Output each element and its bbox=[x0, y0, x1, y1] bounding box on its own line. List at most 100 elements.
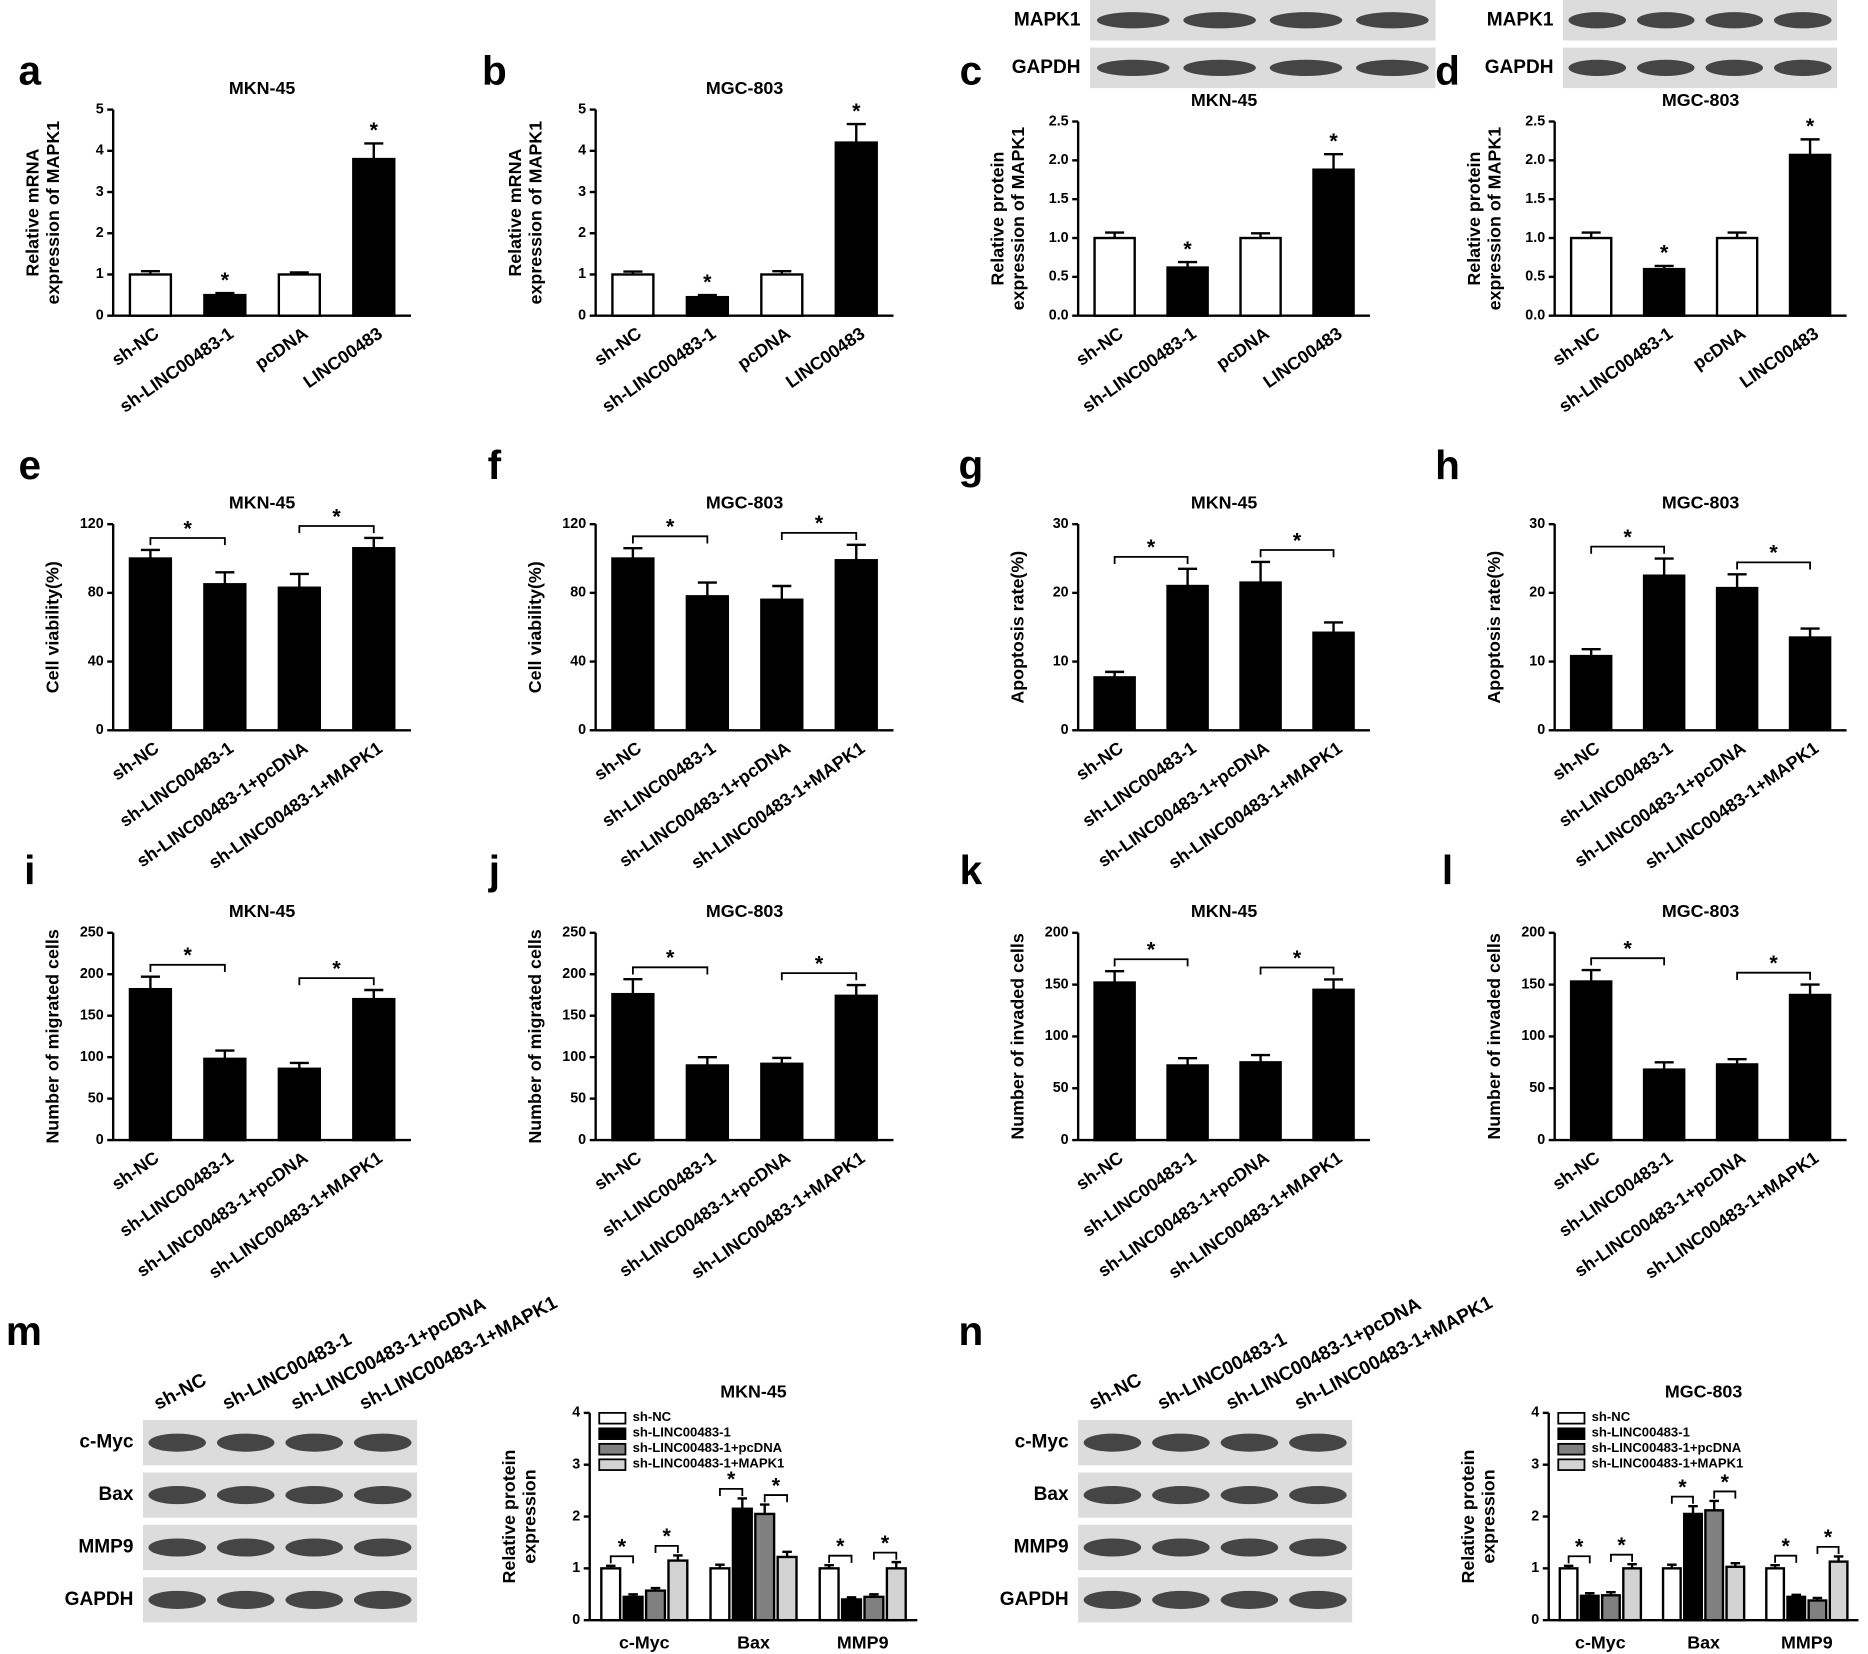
blot-band bbox=[216, 1433, 275, 1452]
y-axis-label: Relative protein bbox=[1458, 1450, 1478, 1584]
error-bar bbox=[824, 1564, 834, 1569]
x-tick-label: LINC00483 bbox=[782, 323, 868, 392]
bar bbox=[1600, 1594, 1621, 1622]
bar bbox=[1642, 267, 1686, 317]
significance-label: * bbox=[852, 99, 861, 123]
significance-bracket bbox=[873, 1551, 898, 1560]
bar bbox=[1807, 1599, 1828, 1622]
chart-title: MGC-803 bbox=[1662, 901, 1739, 921]
y-tick-label: 80 bbox=[570, 585, 586, 601]
blot-band bbox=[353, 1590, 412, 1609]
bar bbox=[1715, 1063, 1759, 1142]
y-axis-label: Number of migrated cells bbox=[525, 929, 545, 1143]
significance-label: * bbox=[1721, 1470, 1730, 1494]
blot-band bbox=[1269, 12, 1343, 29]
significance-bracket bbox=[298, 525, 375, 534]
y-tick-label: 0 bbox=[96, 1132, 104, 1148]
error-bar bbox=[1800, 138, 1820, 155]
panel-letter: i bbox=[24, 847, 35, 893]
error-bar bbox=[1178, 567, 1198, 587]
error-bar bbox=[1324, 978, 1344, 990]
legend-label: sh-LINC00483-1+pcDNA bbox=[1592, 1440, 1742, 1455]
x-tick-label: LINC00483 bbox=[1736, 323, 1822, 392]
significance-label: * bbox=[881, 1531, 890, 1555]
y-axis-label: expression of MAPK1 bbox=[43, 121, 63, 305]
significance-bracket bbox=[631, 966, 709, 975]
blot-band bbox=[148, 1590, 206, 1609]
x-tick-label: sh-NC bbox=[1549, 323, 1604, 370]
error-bar bbox=[846, 122, 866, 143]
bar bbox=[611, 273, 655, 317]
error-bar bbox=[623, 978, 643, 995]
panel-letter: h bbox=[1435, 442, 1460, 488]
y-tick-label: 1.5 bbox=[1049, 191, 1069, 207]
x-tick-label: sh-NC bbox=[1072, 1147, 1127, 1194]
x-tick-label: Bax bbox=[737, 1633, 770, 1653]
y-tick-label: 1 bbox=[572, 1560, 580, 1576]
y-tick-label: 30 bbox=[1529, 516, 1545, 532]
significance-bracket bbox=[1590, 545, 1666, 554]
bar bbox=[1661, 1567, 1682, 1622]
blot-lane-label: sh-NC bbox=[151, 1370, 211, 1415]
blot-band bbox=[353, 1538, 412, 1557]
error-bar bbox=[1730, 1561, 1741, 1567]
x-tick-label: sh-NC bbox=[108, 738, 163, 785]
y-tick-label: 2.0 bbox=[1049, 152, 1069, 168]
significance-bracket bbox=[654, 1544, 679, 1554]
bar bbox=[1569, 236, 1613, 317]
y-tick-label: 5 bbox=[578, 101, 586, 117]
y-tick-label: 100 bbox=[1045, 1028, 1069, 1044]
error-bar bbox=[869, 1593, 879, 1597]
bar bbox=[1312, 631, 1355, 732]
error-bar bbox=[1688, 1504, 1698, 1514]
error-bar bbox=[215, 1049, 235, 1059]
error-bar bbox=[1324, 621, 1344, 633]
blot-band bbox=[148, 1433, 206, 1452]
significance-bracket bbox=[609, 1555, 635, 1564]
significance-label: * bbox=[815, 511, 824, 535]
error-bar bbox=[1654, 264, 1674, 270]
blot-band bbox=[1637, 12, 1695, 29]
y-tick-label: 3 bbox=[572, 1456, 580, 1472]
y-tick-label: 0 bbox=[578, 722, 586, 738]
y-axis-label: Relative protein bbox=[1464, 152, 1484, 286]
error-bar bbox=[772, 1056, 792, 1064]
y-tick-label: 2 bbox=[1531, 1508, 1539, 1524]
x-tick-label: sh-NC bbox=[1549, 738, 1604, 785]
error-bar bbox=[289, 271, 309, 275]
bar bbox=[611, 557, 655, 732]
y-tick-label: 30 bbox=[1053, 516, 1069, 532]
error-bar bbox=[1727, 1058, 1747, 1065]
chart-title: MKN-45 bbox=[229, 901, 296, 921]
error-bar bbox=[1709, 1499, 1719, 1511]
legend-label: sh-LINC00483-1+MAPK1 bbox=[1592, 1456, 1744, 1471]
bar bbox=[1569, 980, 1613, 1142]
bar bbox=[754, 1512, 776, 1622]
chart-title: MGC-803 bbox=[1662, 90, 1739, 110]
significance-bracket bbox=[149, 963, 226, 972]
blot-band bbox=[1152, 1486, 1210, 1505]
significance-label: * bbox=[703, 270, 712, 294]
error-bar bbox=[650, 1586, 661, 1591]
bar bbox=[128, 273, 173, 317]
significance-bracket bbox=[1259, 966, 1335, 975]
y-axis-label: Relative protein bbox=[988, 152, 1008, 286]
legend-label: sh-LINC00483-1 bbox=[1592, 1425, 1690, 1440]
error-bar bbox=[364, 988, 384, 1000]
significance-label: * bbox=[1769, 951, 1778, 975]
bar bbox=[1725, 1565, 1746, 1622]
bar bbox=[1765, 1567, 1786, 1622]
blot-band bbox=[216, 1486, 275, 1505]
y-tick-label: 100 bbox=[80, 1049, 104, 1065]
x-tick-label: LINC00483 bbox=[300, 323, 386, 392]
x-tick-label: sh-NC bbox=[108, 1147, 163, 1194]
bar bbox=[1786, 1595, 1807, 1622]
y-tick-label: 4 bbox=[572, 1405, 580, 1421]
blot-band bbox=[1356, 59, 1429, 77]
x-tick-label: pcDNA bbox=[734, 323, 794, 374]
bar bbox=[611, 992, 655, 1142]
bar bbox=[277, 1067, 321, 1142]
legend-swatch bbox=[598, 1427, 627, 1440]
significance-bracket bbox=[1113, 556, 1189, 565]
